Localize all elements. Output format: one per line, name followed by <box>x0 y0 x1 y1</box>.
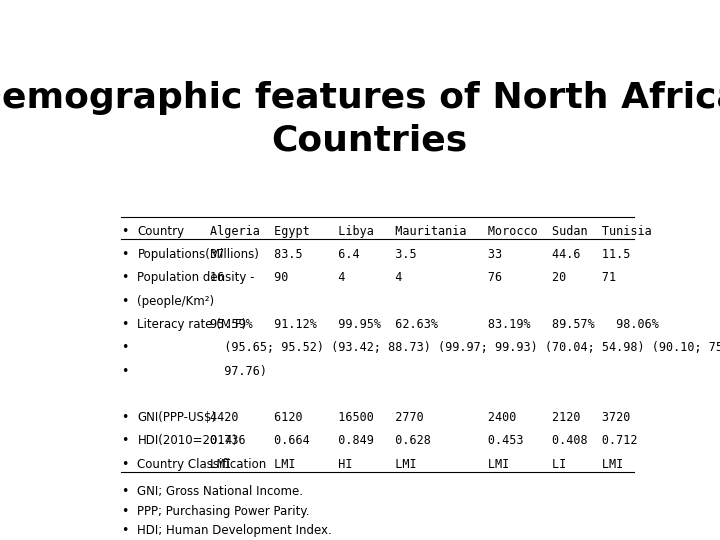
Text: Country Classification: Country Classification <box>138 458 266 471</box>
Text: PPP; Purchasing Power Parity.: PPP; Purchasing Power Parity. <box>138 505 310 518</box>
Text: HDI; Human Development Index.: HDI; Human Development Index. <box>138 524 332 537</box>
Text: 37       83.5     6.4     3.5          33       44.6   11.5: 37 83.5 6.4 3.5 33 44.6 11.5 <box>210 248 630 261</box>
Text: •: • <box>121 435 128 448</box>
Text: •: • <box>121 364 128 377</box>
Text: Algeria  Egypt    Libya   Mauritania   Morocco  Sudan  Tunisia: Algeria Egypt Libya Mauritania Morocco S… <box>210 225 652 238</box>
Text: Demographic features of North African
Countries: Demographic features of North African Co… <box>0 82 720 158</box>
Text: •: • <box>121 248 128 261</box>
Text: 0.736    0.664    0.849   0.628        0.453    0.408  0.712: 0.736 0.664 0.849 0.628 0.453 0.408 0.71… <box>210 435 637 448</box>
Text: •: • <box>121 524 128 537</box>
Text: Literacy rate (M:F): Literacy rate (M:F) <box>138 318 247 331</box>
Text: GNI(PPP-US$): GNI(PPP-US$) <box>138 411 217 424</box>
Text: •: • <box>121 411 128 424</box>
Text: GNI; Gross National Income.: GNI; Gross National Income. <box>138 485 303 498</box>
Text: HDI(2010=2014): HDI(2010=2014) <box>138 435 238 448</box>
Text: 97.76): 97.76) <box>210 364 267 377</box>
Text: (people/Km²): (people/Km²) <box>138 295 215 308</box>
Text: •: • <box>121 295 128 308</box>
Text: •: • <box>121 458 128 471</box>
Text: 95.59%   91.12%   99.95%  62.63%       83.19%   89.57%   98.06%: 95.59% 91.12% 99.95% 62.63% 83.19% 89.57… <box>210 318 659 331</box>
Text: •: • <box>121 318 128 331</box>
Text: •: • <box>121 485 128 498</box>
Text: •: • <box>121 341 128 354</box>
Text: LMI      LMI      HI      LMI          LMI      LI     LMI: LMI LMI HI LMI LMI LI LMI <box>210 458 624 471</box>
Text: 16       90       4       4            76       20     71: 16 90 4 4 76 20 71 <box>210 272 616 285</box>
Text: Populations(Millions): Populations(Millions) <box>138 248 259 261</box>
Text: 4420     6120     16500   2770         2400     2120   3720: 4420 6120 16500 2770 2400 2120 3720 <box>210 411 630 424</box>
Text: Country: Country <box>138 225 184 238</box>
Text: Population density -: Population density - <box>138 272 255 285</box>
Text: •: • <box>121 505 128 518</box>
Text: •: • <box>121 225 128 238</box>
Text: •: • <box>121 272 128 285</box>
Text: (95.65; 95.52) (93.42; 88.73) (99.97; 99.93) (70.04; 54.98) (90.10; 75.87) (91.2: (95.65; 95.52) (93.42; 88.73) (99.97; 99… <box>210 341 720 354</box>
